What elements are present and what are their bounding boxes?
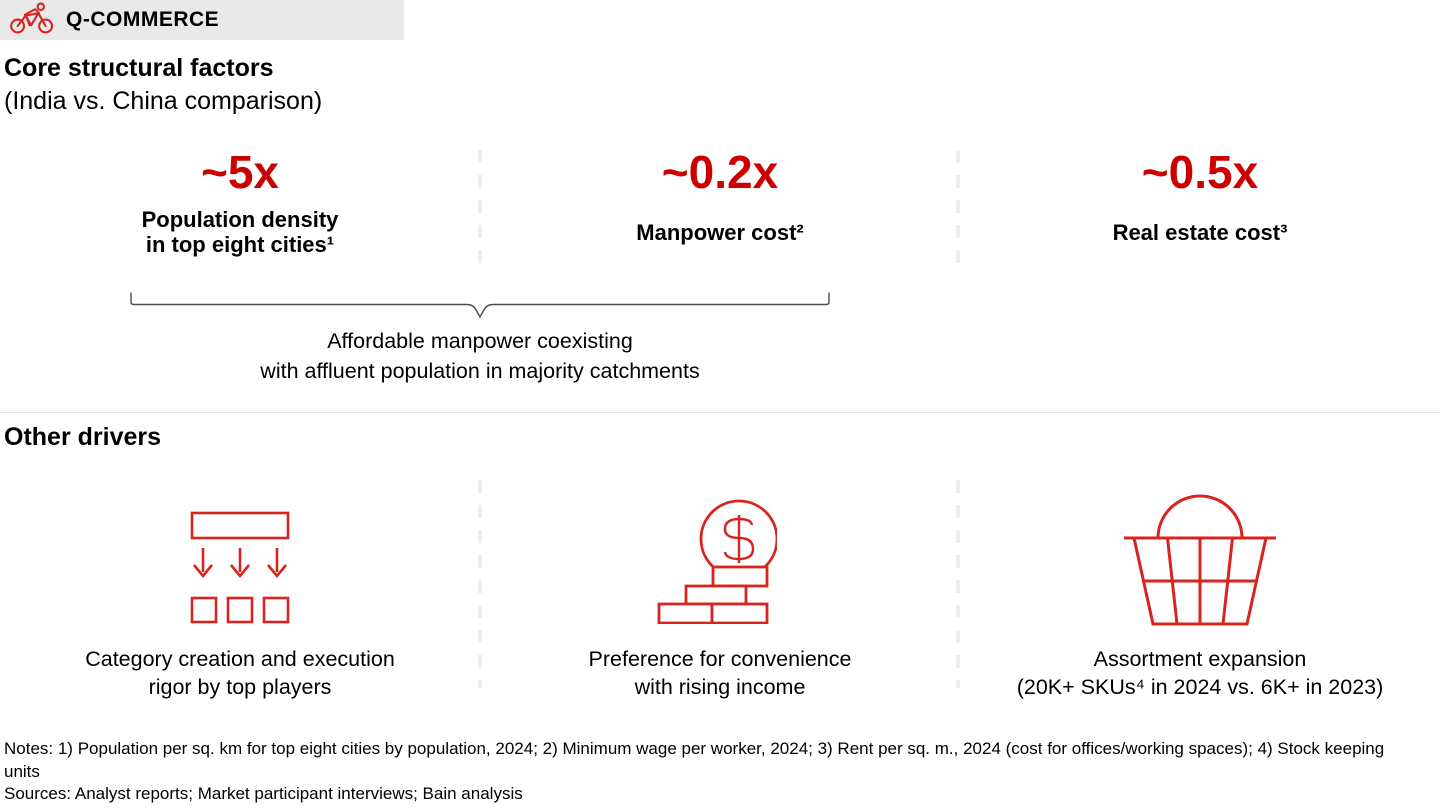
stat-manpower-cost: ~0.2x Manpower cost² <box>480 148 960 258</box>
dashed-divider <box>956 150 960 266</box>
caption-category-creation: Category creation and execution rigor by… <box>85 647 395 699</box>
grouping-bracket <box>130 292 830 319</box>
page-subtitle: (India vs. China comparison) <box>4 87 323 115</box>
stat-label: Population density in top eight cities¹ <box>141 207 339 257</box>
section-tag-label: Q-COMMERCE <box>66 8 220 31</box>
dashed-divider <box>478 150 482 266</box>
dashed-divider <box>956 480 960 688</box>
stat-value: ~0.5x <box>1141 146 1259 198</box>
stat-label: Manpower cost² <box>636 219 804 245</box>
sources-text: Sources: Analyst reports; Market partici… <box>4 784 523 803</box>
category-hierarchy-icon <box>190 511 290 630</box>
stat-value: ~5x <box>200 146 280 198</box>
coin-steps-icon <box>655 491 779 629</box>
section-divider <box>0 412 1440 413</box>
page-title: Core structural factors <box>4 54 274 82</box>
caption-convenience: Preference for convenience with rising i… <box>588 647 852 699</box>
notes-text: Notes: 1) Population per sq. km for top … <box>4 739 1385 781</box>
shopping-basket-icon <box>1121 491 1279 634</box>
stat-value: ~0.2x <box>661 146 779 198</box>
footer: Notes: 1) Population per sq. km for top … <box>4 738 1406 806</box>
title-block: Core structural factors (India vs. China… <box>4 52 322 118</box>
stat-real-estate-cost: ~0.5x Real estate cost³ <box>960 148 1440 258</box>
core-factors-row: ~5x Population density in top eight citi… <box>0 148 1440 258</box>
section-tag-band: Q-COMMERCE <box>0 0 404 40</box>
other-drivers-heading: Other drivers <box>4 423 162 451</box>
driver-captions-row: Category creation and execution rigor by… <box>0 646 1440 701</box>
caption-assortment: Assortment expansion (20K+ SKUs⁴ in 2024… <box>1016 647 1384 699</box>
bracket-note: Affordable manpower coexisting with affl… <box>260 329 700 383</box>
stat-label: Real estate cost³ <box>1112 219 1288 245</box>
cyclist-icon <box>8 0 56 41</box>
dashed-divider <box>478 480 482 688</box>
stat-population-density: ~5x Population density in top eight citi… <box>0 148 480 258</box>
